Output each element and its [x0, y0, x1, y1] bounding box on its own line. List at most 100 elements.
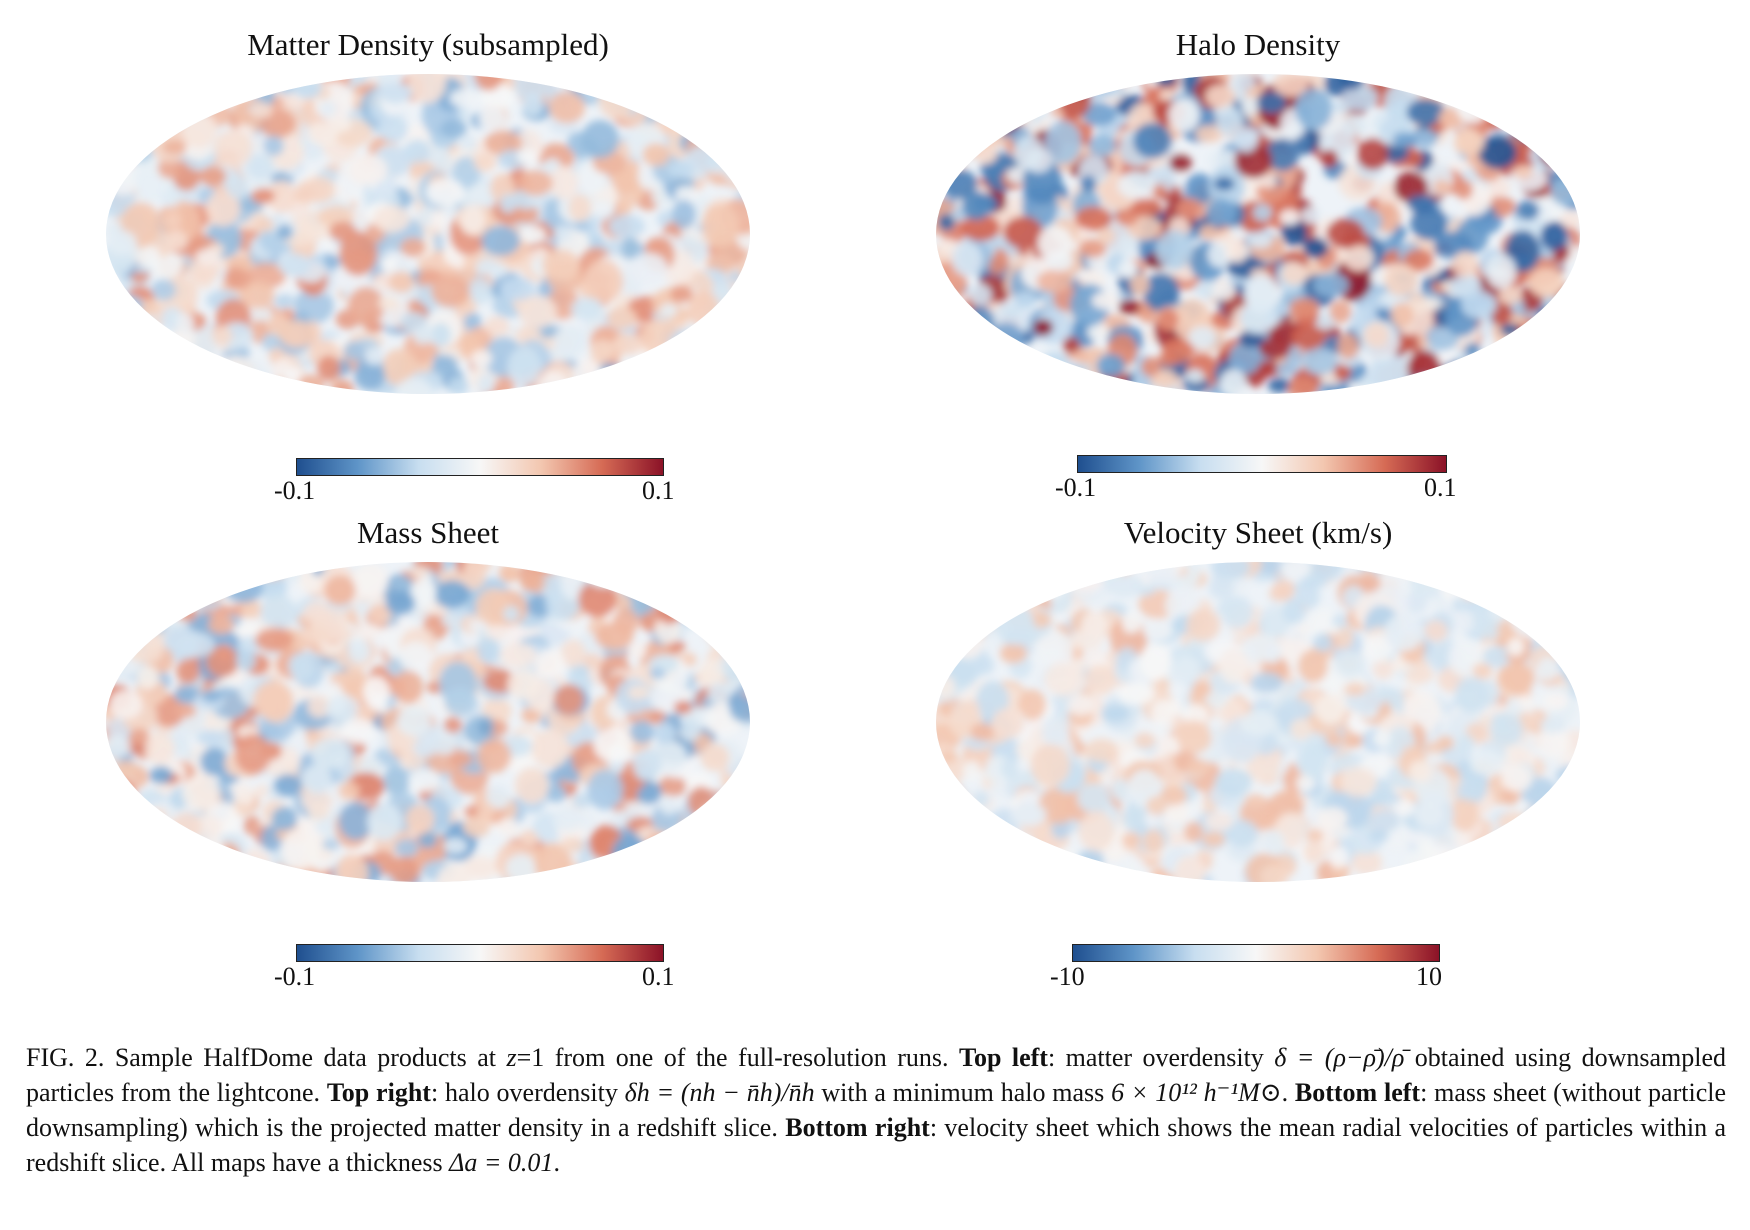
map-blob: [1523, 96, 1554, 126]
map-blob: [1003, 216, 1044, 249]
map-blob: [317, 355, 341, 382]
map-blob: [938, 87, 970, 122]
caption-math: 6 × 10¹² h⁻¹M⊙: [1111, 1078, 1282, 1107]
map-blob: [732, 790, 750, 809]
map-blob: [1437, 735, 1454, 750]
map-blob: [1358, 574, 1381, 592]
map-blob: [1006, 562, 1032, 578]
map-blob: [429, 212, 447, 229]
map-blob: [668, 329, 707, 361]
map-blob: [957, 821, 988, 847]
map-blob: [106, 121, 128, 146]
map-blob: [1531, 119, 1568, 157]
map-blob: [687, 839, 710, 854]
map-blob: [1558, 573, 1578, 586]
map-blob: [475, 588, 511, 627]
map-blob: [430, 146, 452, 171]
map-blob: [954, 373, 971, 392]
map-blob: [970, 723, 995, 741]
map-blob: [513, 74, 549, 102]
map-blob: [989, 584, 1011, 605]
map-blob: [688, 567, 717, 594]
map-blob: [697, 802, 738, 838]
map-blob: [553, 684, 584, 715]
map-blob: [701, 203, 740, 248]
map-blob: [1117, 171, 1156, 200]
map-blob: [955, 365, 983, 385]
map-blob: [1557, 74, 1580, 111]
map-blob: [1188, 326, 1216, 350]
map-blob: [955, 74, 973, 91]
map-blob: [1076, 783, 1111, 813]
map-blob: [233, 621, 260, 639]
map-blob: [1116, 681, 1156, 706]
map-blob: [1503, 77, 1539, 112]
map-blob: [136, 335, 168, 357]
map-blob: [112, 334, 133, 353]
map-blob: [1499, 74, 1517, 85]
map-blob: [1558, 787, 1575, 800]
map-blob: [1536, 808, 1574, 851]
map-blob: [1167, 801, 1189, 823]
map-blob: [191, 852, 216, 870]
map-blob: [128, 74, 158, 87]
map-blob: [1455, 179, 1473, 200]
map-blob: [948, 584, 973, 613]
map-blob: [976, 612, 995, 626]
map-blob: [1009, 74, 1037, 106]
panel-mass-sheet: Mass Sheet: [106, 513, 848, 983]
map-blob: [936, 565, 956, 592]
map-blob: [1096, 228, 1115, 245]
map-blob: [1540, 127, 1563, 149]
map-blob: [1432, 848, 1470, 882]
map-blob: [944, 343, 973, 362]
map-blob: [106, 288, 134, 319]
map-blob: [1454, 570, 1478, 588]
map-blob: [1370, 809, 1401, 832]
map-blob: [106, 377, 125, 394]
map-blob: [991, 124, 1010, 140]
map-blob: [1121, 831, 1142, 849]
map-blob: [1289, 297, 1320, 319]
map-blob: [564, 862, 595, 882]
map-blob: [111, 600, 140, 621]
map-blob: [939, 750, 958, 764]
map-blob: [1529, 377, 1547, 394]
map-blob: [1453, 831, 1472, 849]
map-blob: [1142, 272, 1180, 312]
map-blob: [734, 771, 750, 796]
map-blob: [673, 74, 708, 93]
map-blob: [621, 871, 642, 882]
caption-text: obtained using downsampled particles fro…: [26, 1043, 1726, 1107]
map-blob: [690, 93, 716, 114]
map-blob: [1567, 145, 1580, 161]
map-blob: [656, 855, 679, 879]
map-blob: [645, 360, 671, 380]
map-blob: [1161, 338, 1193, 364]
map-blob: [1406, 194, 1437, 214]
map-blob: [1335, 650, 1366, 678]
map-blob: [1511, 383, 1535, 394]
colorbar-max-label: 10: [1416, 962, 1442, 991]
map-blob: [709, 350, 737, 377]
map-blob: [1472, 662, 1493, 679]
map-blob: [952, 825, 970, 842]
map-blob: [214, 842, 241, 866]
map-blob: [1151, 866, 1168, 882]
map-blob: [976, 611, 997, 629]
map-blob: [686, 144, 725, 171]
map-blob: [560, 639, 586, 668]
map-blob: [1550, 331, 1569, 352]
colorbar-halo: -0.1 0.1: [1055, 455, 1457, 505]
map-blob: [208, 614, 235, 635]
map-blob: [1086, 562, 1123, 582]
map-blob: [1415, 802, 1444, 827]
map-blob: [1449, 562, 1487, 602]
map-blob: [721, 640, 750, 662]
map-blob: [572, 562, 600, 572]
map-blob: [658, 775, 687, 797]
map-blob: [1031, 356, 1062, 388]
map-blob: [594, 849, 612, 865]
map-blob: [238, 848, 271, 881]
map-blob: [1427, 374, 1452, 394]
